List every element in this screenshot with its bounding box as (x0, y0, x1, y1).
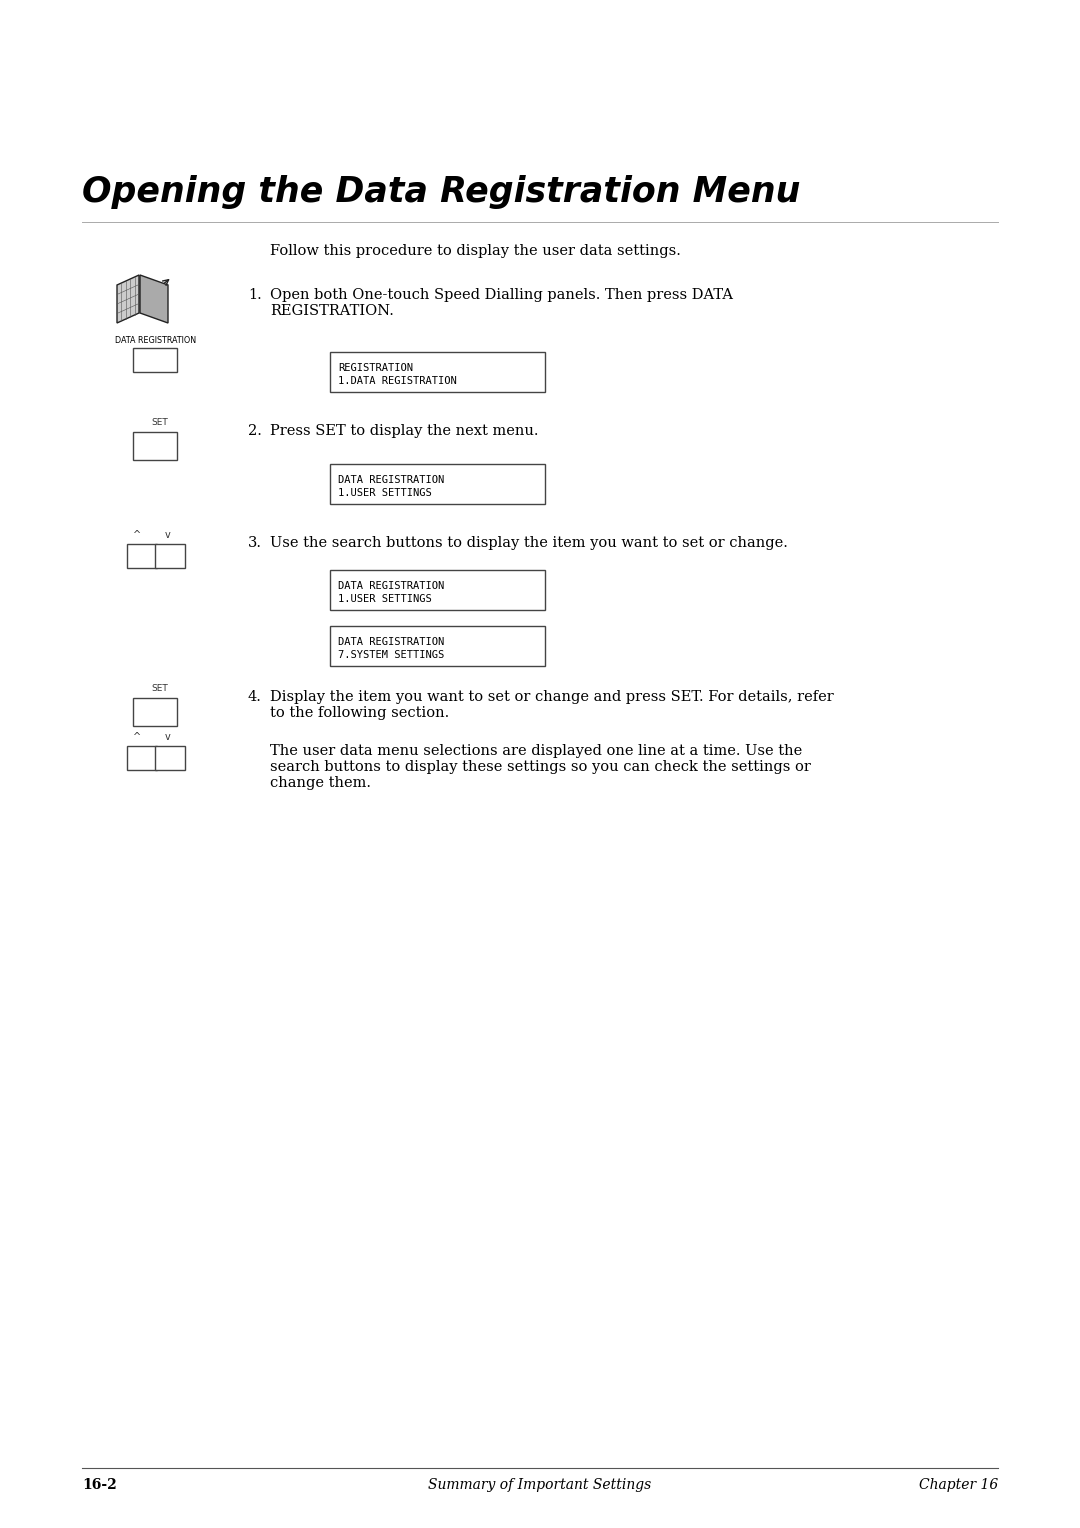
Bar (133, 698, 177, 726)
Text: 1.USER SETTINGS: 1.USER SETTINGS (338, 594, 432, 604)
Text: The user data menu selections are displayed one line at a time. Use the
search b: The user data menu selections are displa… (270, 744, 811, 790)
Text: Open both One-touch Speed Dialling panels. Then press DATA
REGISTRATION.: Open both One-touch Speed Dialling panel… (270, 287, 733, 318)
Text: ^: ^ (133, 530, 141, 539)
Text: Use the search buttons to display the item you want to set or change.: Use the search buttons to display the it… (270, 536, 788, 550)
Text: DATA REGISTRATION: DATA REGISTRATION (338, 475, 444, 484)
Text: DATA REGISTRATION: DATA REGISTRATION (338, 637, 444, 646)
Text: v: v (165, 530, 171, 539)
Text: Follow this procedure to display the user data settings.: Follow this procedure to display the use… (270, 244, 680, 258)
Text: 1.: 1. (248, 287, 261, 303)
Text: Summary of Important Settings: Summary of Important Settings (429, 1478, 651, 1491)
Text: 1.DATA REGISTRATION: 1.DATA REGISTRATION (338, 376, 457, 387)
Bar (156, 544, 185, 568)
Polygon shape (140, 275, 168, 322)
Text: SET: SET (151, 685, 168, 694)
Text: SET: SET (151, 419, 168, 426)
Polygon shape (117, 275, 139, 322)
Text: ^: ^ (133, 732, 141, 743)
Text: 1.USER SETTINGS: 1.USER SETTINGS (338, 487, 432, 498)
Text: DATA REGISTRATION: DATA REGISTRATION (338, 581, 444, 591)
Text: Display the item you want to set or change and press SET. For details, refer
to : Display the item you want to set or chan… (270, 691, 834, 720)
Bar (330, 465, 545, 504)
Bar (156, 746, 185, 770)
Text: Chapter 16: Chapter 16 (919, 1478, 998, 1491)
Bar (127, 544, 157, 568)
Text: 16-2: 16-2 (82, 1478, 117, 1491)
Bar (127, 746, 157, 770)
Text: 2.: 2. (248, 423, 261, 439)
Text: Opening the Data Registration Menu: Opening the Data Registration Menu (82, 176, 800, 209)
Text: REGISTRATION: REGISTRATION (338, 364, 413, 373)
Bar (330, 351, 545, 393)
Bar (133, 432, 177, 460)
Text: Press SET to display the next menu.: Press SET to display the next menu. (270, 423, 539, 439)
Text: 4.: 4. (248, 691, 261, 704)
Text: 3.: 3. (248, 536, 262, 550)
Text: DATA REGISTRATION: DATA REGISTRATION (114, 336, 197, 345)
Bar (330, 626, 545, 666)
Bar (133, 348, 177, 371)
Bar (330, 570, 545, 610)
Text: v: v (165, 732, 171, 743)
Text: 7.SYSTEM SETTINGS: 7.SYSTEM SETTINGS (338, 649, 444, 660)
